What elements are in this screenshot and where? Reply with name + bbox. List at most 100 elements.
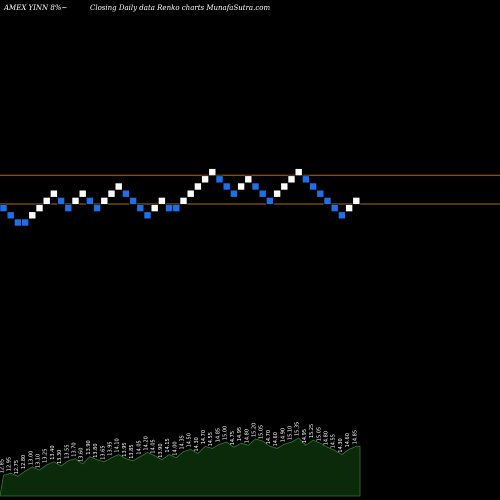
volume-value-label: 13.25 — [43, 449, 49, 463]
volume-value-label: 14.05 — [151, 439, 157, 453]
volume-value-label: 15.10 — [288, 426, 294, 440]
volume-value-label: 15.35 — [295, 422, 301, 436]
renko-brick — [309, 182, 317, 191]
renko-brick — [21, 218, 29, 227]
volume-value-label: 13.30 — [57, 450, 63, 464]
renko-brick — [64, 204, 73, 212]
renko-brick — [143, 211, 152, 220]
renko-brick — [35, 204, 44, 212]
volume-value-label: 12.85 — [0, 459, 5, 473]
renko-brick — [136, 204, 145, 212]
volume-value-label: 13.95 — [107, 441, 113, 455]
volume-value-label: 14.15 — [165, 438, 171, 452]
volume-value-label: 14.75 — [230, 431, 236, 445]
renko-brick — [129, 197, 137, 205]
volume-value-label: 14.80 — [324, 431, 330, 445]
renko-brick — [71, 197, 80, 205]
volume-value-label: 14.95 — [237, 427, 243, 441]
volume-value-label: 15.05 — [259, 425, 265, 439]
renko-brick — [165, 204, 173, 212]
volume-panel: 12.85 12.95 12.75 12.80 13.00 13.10 13.25 13.40… — [0, 422, 361, 497]
volume-value-label: 12.95 — [7, 457, 13, 471]
volume-value-label: 14.55 — [208, 432, 214, 446]
volume-value-label: 15.20 — [252, 423, 258, 437]
renko-brick — [100, 197, 109, 205]
renko-brick — [0, 204, 8, 212]
volume-value-label: 12.75 — [14, 460, 20, 474]
volume-value-label: 14.50 — [187, 433, 193, 447]
renko-brick — [258, 189, 267, 198]
volume-value-label: 14.05 — [136, 440, 142, 454]
volume-value-label: 13.70 — [72, 442, 78, 456]
volume-value-label: 14.60 — [273, 432, 279, 446]
volume-value-label: 14.70 — [266, 430, 272, 444]
renko-bricks — [0, 168, 361, 227]
renko-brick — [179, 197, 188, 205]
renko-brick — [122, 189, 130, 198]
volume-value-label: 14.70 — [201, 430, 207, 444]
renko-brick — [244, 175, 253, 184]
volume-value-label: 14.35 — [179, 435, 185, 449]
volume-value-label: 14.20 — [144, 436, 150, 450]
volume-value-label: 14.90 — [280, 428, 286, 442]
renko-brick — [201, 175, 209, 184]
volume-value-label: 13.80 — [93, 443, 99, 457]
volume-value-label: 15.00 — [223, 426, 229, 440]
volume-value-label: 13.90 — [158, 443, 164, 457]
renko-brick — [345, 204, 353, 212]
renko-brick — [287, 175, 296, 184]
volume-value-label: 13.95 — [122, 442, 128, 456]
volume-value-label: 13.60 — [79, 448, 85, 462]
renko-brick — [114, 182, 123, 191]
renko-brick — [352, 197, 361, 205]
renko-brick — [158, 197, 166, 205]
renko-brick — [237, 182, 245, 191]
renko-brick — [6, 211, 15, 220]
renko-brick — [316, 189, 325, 198]
volume-value-label: 14.85 — [216, 428, 222, 442]
renko-brick — [273, 189, 281, 198]
reference-lines — [0, 174, 500, 205]
renko-brick — [186, 189, 195, 198]
renko-brick — [280, 182, 289, 191]
volume-value-label: 13.40 — [50, 445, 56, 459]
chart-header-left: AMEX YINN 8%~ — [3, 4, 68, 12]
volume-value-label: 14.95 — [302, 429, 308, 443]
renko-brick — [208, 168, 217, 176]
renko-brick — [57, 197, 65, 205]
renko-brick — [222, 182, 231, 191]
renko-brick — [266, 197, 274, 205]
volume-value-label: 14.00 — [172, 441, 178, 455]
renko-brick — [50, 189, 58, 198]
renko-brick — [251, 182, 260, 191]
volume-value-label: 13.85 — [129, 444, 135, 458]
volume-value-label: 15.05 — [316, 427, 322, 441]
volume-value-label: 13.10 — [36, 454, 42, 468]
renko-brick — [107, 189, 116, 198]
volume-value-label: 14.80 — [244, 429, 250, 443]
renko-brick — [172, 204, 181, 212]
renko-brick — [42, 197, 51, 205]
renko-brick — [330, 204, 339, 212]
renko-brick — [302, 175, 310, 184]
volume-value-label: 14.60 — [345, 433, 351, 447]
volume-area — [0, 437, 361, 497]
renko-brick — [323, 197, 332, 205]
renko-brick — [28, 211, 37, 220]
volume-value-label: 14.85 — [352, 430, 358, 444]
volume-value-label: 13.90 — [86, 440, 92, 454]
volume-value-label: 13.00 — [28, 451, 34, 465]
renko-brick — [294, 168, 303, 176]
volume-value-label: 14.30 — [338, 438, 344, 452]
renko-brick — [215, 175, 224, 184]
volume-value-label: 14.55 — [331, 434, 337, 448]
volume-value-label: 15.25 — [309, 424, 315, 438]
renko-brick — [194, 182, 202, 191]
volume-value-label: 14.30 — [194, 437, 200, 451]
renko-brick — [14, 218, 22, 227]
renko-brick — [338, 211, 346, 220]
volume-value-label: 13.55 — [64, 444, 70, 458]
renko-brick — [78, 189, 87, 198]
